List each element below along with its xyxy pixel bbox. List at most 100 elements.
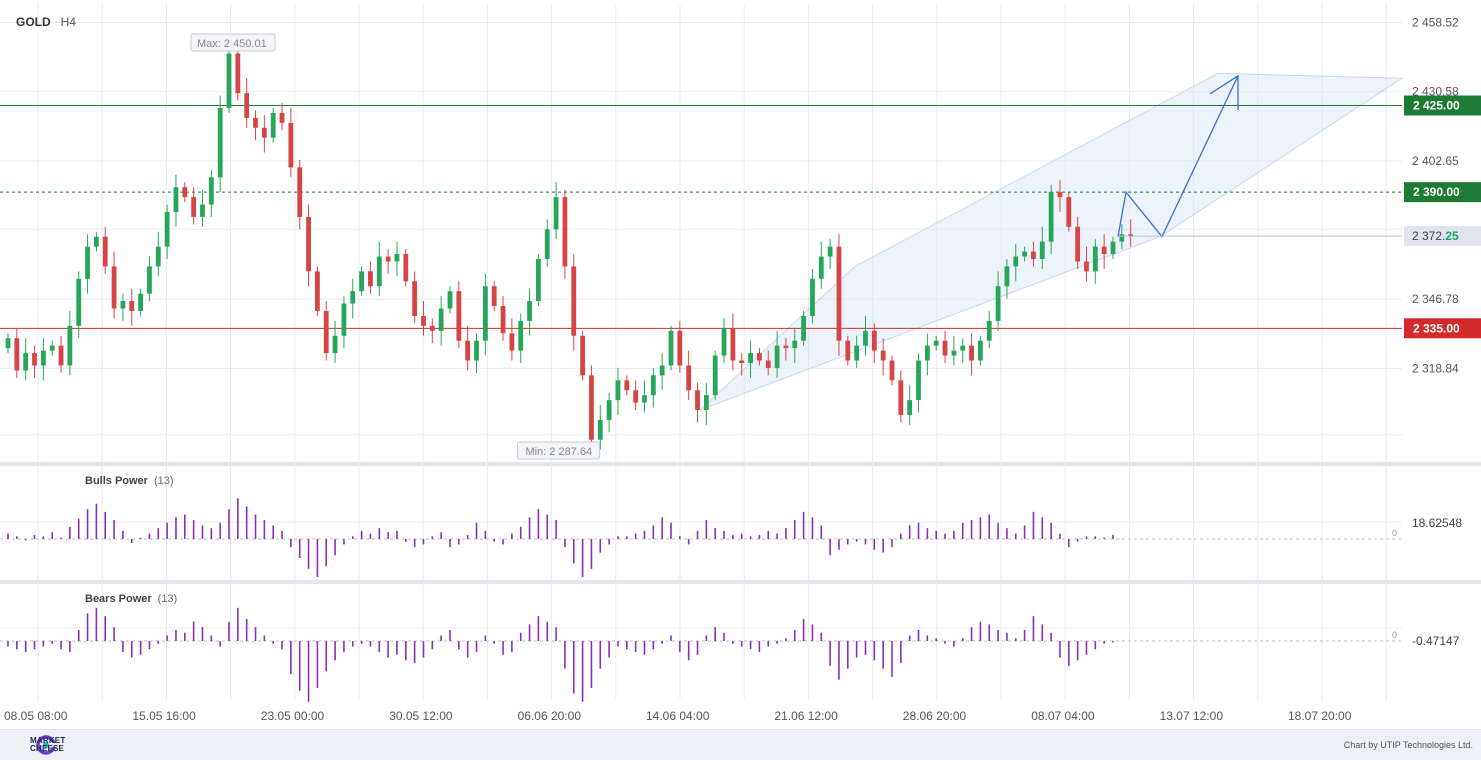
candle-body [792, 340, 798, 349]
candle-body [5, 338, 11, 349]
candle-body [527, 301, 532, 321]
candle [774, 330, 780, 378]
candle-body [801, 315, 806, 341]
chart-canvas[interactable]: Max: 2 450.01 Min: 2 287.64 2 425.00 2 390… [0, 0, 1481, 729]
candle [253, 110, 258, 141]
zero-label: 0 [1392, 630, 1397, 640]
candle [261, 115, 267, 153]
candle [633, 380, 639, 411]
candle-body [111, 266, 117, 309]
candle-body [217, 107, 223, 178]
candle [836, 234, 842, 356]
price-levels [0, 105, 1402, 329]
candle [571, 254, 577, 351]
candle [863, 315, 868, 356]
candle-body [765, 360, 771, 368]
candle-body [173, 187, 179, 212]
candle [889, 355, 895, 386]
min-label: Min: 2 287.64 [525, 446, 592, 458]
candle-body [1101, 246, 1107, 255]
footer-bar [0, 729, 1481, 760]
candle [995, 271, 1001, 331]
candle-body [49, 345, 55, 351]
candle [359, 266, 364, 297]
candle-body [916, 360, 921, 401]
candle [200, 189, 205, 227]
candle-body [147, 266, 152, 294]
candle [217, 95, 223, 193]
candle [270, 107, 276, 143]
candle-body [23, 353, 29, 371]
candle [102, 226, 108, 274]
timeframe-label: H4 [60, 15, 77, 29]
candle [85, 234, 90, 294]
candle [960, 338, 966, 363]
candle [129, 288, 135, 326]
candle [810, 268, 815, 324]
time-tick-label: 08.05 08:00 [4, 709, 68, 723]
candle [597, 405, 603, 450]
candle [1075, 216, 1081, 269]
candle-body [306, 216, 311, 272]
candle [332, 320, 338, 363]
price-tick-label: 2 318.84 [1412, 361, 1459, 375]
candle [615, 367, 621, 415]
candle-body [986, 320, 992, 341]
candle [562, 189, 568, 279]
candle [164, 204, 170, 259]
candle-body [155, 246, 161, 267]
candle-body [854, 345, 860, 361]
candle-body [978, 340, 983, 361]
candle-body [350, 291, 356, 304]
time-axis: 08.05 08:00 15.05 16:00 23.05 00:00 30.05 1… [4, 709, 1352, 723]
candle [1084, 246, 1089, 282]
candle-body [1039, 241, 1045, 259]
candle [226, 48, 232, 113]
price-tick-label: 2 430.58 [1412, 85, 1459, 99]
candle [1057, 179, 1063, 212]
candle [827, 239, 833, 269]
candle [677, 320, 683, 373]
candle-body [1084, 261, 1089, 272]
candle [1110, 236, 1116, 259]
candle-body [880, 350, 886, 361]
candle-body [969, 345, 974, 361]
candle-body [827, 246, 833, 257]
candle [1022, 246, 1027, 262]
candle [385, 249, 391, 274]
bulls-power-label: Bulls Power (13) [85, 475, 174, 487]
candle [173, 174, 179, 227]
candle-body [562, 197, 568, 267]
candle-body [739, 360, 745, 363]
candle-body [412, 281, 418, 316]
candle [924, 333, 930, 376]
candle-body [1119, 234, 1125, 242]
candle-body [1022, 251, 1027, 257]
candle [518, 313, 524, 363]
candle [1101, 234, 1107, 269]
candle-body [1128, 234, 1134, 237]
candle-body [253, 117, 258, 128]
candle-body [456, 291, 462, 341]
candle-body [703, 395, 709, 411]
extreme-labels: Max: 2 450.01 Min: 2 287.64 [190, 33, 600, 460]
candle [147, 256, 152, 302]
candle-body [933, 340, 939, 346]
indicator-value-label: 18.62548 [1412, 516, 1462, 530]
candle [456, 281, 462, 349]
candle-body [836, 246, 842, 341]
candle [58, 335, 64, 373]
candle [155, 231, 161, 277]
candle [288, 107, 294, 178]
price-tick-label: 2 458.52 [1412, 16, 1459, 30]
candle [544, 219, 550, 267]
candle [942, 330, 948, 363]
candlestick-series[interactable] [5, 43, 1134, 450]
candle-body [1004, 266, 1010, 287]
candle-body [1110, 241, 1116, 255]
candle-body [491, 286, 497, 307]
price-axis: 2 425.00 2 390.00 2 335.00 2 458.52 2 430.58… [1118, 16, 1481, 375]
candle-body [14, 338, 20, 371]
candle [1128, 219, 1134, 247]
candle-body [924, 345, 930, 361]
